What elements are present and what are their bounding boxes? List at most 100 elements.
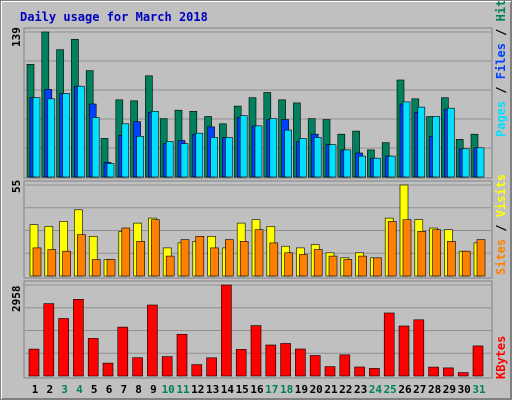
bar-pages-day-1	[32, 97, 41, 178]
legend-sep-2: /	[494, 21, 508, 43]
bar-sites-day-24	[373, 257, 382, 277]
bar-kbytes-day-19	[295, 348, 306, 377]
x-tick-label-13: 13	[206, 383, 219, 396]
bar-sites-day-31	[476, 239, 486, 277]
bar-kbytes-day-2	[43, 303, 55, 377]
bar-kbytes-day-14	[221, 284, 232, 377]
bar-pages-day-5	[91, 117, 100, 178]
panel-3-ymax-label: 2958	[10, 286, 23, 313]
legend-hits: Hits	[494, 1, 508, 21]
bar-sites-day-11	[180, 239, 190, 277]
bar-pages-day-24	[373, 157, 381, 178]
legend-files: Files	[494, 43, 508, 79]
x-tick-label-5: 5	[91, 383, 98, 396]
bar-pages-day-20	[313, 137, 322, 178]
bar-pages-day-27	[417, 106, 426, 178]
bar-kbytes-day-17	[265, 344, 277, 377]
bar-sites-day-29	[447, 241, 456, 277]
bar-sites-day-9	[151, 219, 160, 277]
x-tick-label-4: 4	[76, 383, 83, 396]
bar-kbytes-day-6	[102, 362, 114, 377]
bar-kbytes-day-18	[280, 343, 291, 377]
legend-visits: Visits	[494, 174, 508, 217]
bar-sites-day-25	[387, 221, 397, 277]
bar-sites-day-16	[254, 229, 264, 277]
bar-pages-day-17	[269, 118, 278, 178]
bar-kbytes-day-25	[383, 312, 395, 377]
bar-sites-day-10	[165, 255, 175, 277]
bar-kbytes-day-4	[73, 298, 84, 377]
x-tick-label-29: 29	[443, 383, 456, 396]
bar-kbytes-day-5	[87, 338, 99, 377]
bar-kbytes-day-12	[191, 364, 203, 377]
legend-sep-1: /	[494, 79, 508, 101]
bar-kbytes-day-15	[235, 349, 247, 377]
x-tick-label-19: 19	[295, 383, 308, 396]
panel-2-ymax-label: 55	[10, 180, 23, 193]
bar-sites-day-5	[91, 259, 101, 277]
bar-pages-day-6	[106, 163, 115, 178]
x-tick-label-28: 28	[428, 383, 441, 396]
bar-pages-day-8	[136, 136, 144, 178]
bar-pages-day-7	[121, 123, 130, 178]
x-tick-label-15: 15	[236, 383, 249, 396]
bar-sites-day-2	[47, 249, 57, 277]
bar-pages-day-29	[447, 107, 455, 178]
bar-pages-day-14	[225, 137, 233, 178]
bar-sites-day-28	[432, 229, 441, 277]
x-tick-label-6: 6	[106, 383, 113, 396]
bar-sites-day-1	[32, 247, 42, 277]
x-tick-label-11: 11	[176, 383, 190, 396]
bar-pages-day-4	[77, 85, 85, 178]
x-tick-label-14: 14	[221, 383, 235, 396]
bar-kbytes-day-11	[176, 333, 188, 377]
bar-kbytes-day-20	[309, 355, 321, 377]
x-tick-label-12: 12	[191, 383, 204, 396]
bar-pages-day-25	[387, 155, 396, 178]
bar-kbytes-day-31	[472, 345, 484, 377]
bar-sites-day-21	[328, 255, 338, 277]
bar-pages-day-9	[151, 111, 159, 178]
panel-1-ymax-label: 139	[10, 27, 23, 47]
bar-sites-day-14	[225, 239, 234, 277]
x-tick-label-31: 31	[472, 383, 486, 396]
x-tick-label-24: 24	[369, 383, 383, 396]
bar-kbytes-day-13	[206, 357, 217, 377]
x-tick-label-25: 25	[384, 383, 397, 396]
bar-pages-day-18	[284, 129, 292, 178]
bar-pages-day-30	[461, 148, 470, 178]
bar-kbytes-day-9	[147, 304, 158, 377]
bar-kbytes-day-16	[250, 325, 262, 377]
bar-kbytes-day-23	[354, 366, 365, 377]
bar-kbytes-day-10	[161, 356, 173, 377]
bar-sites-day-6	[106, 259, 116, 277]
bar-sites-day-17	[269, 242, 279, 277]
x-tick-label-17: 17	[265, 383, 278, 396]
x-tick-label-21: 21	[324, 383, 338, 396]
bar-kbytes-day-26	[398, 325, 410, 377]
legend-text-line-2: Sites / Visits	[494, 174, 508, 275]
bar-sites-day-12	[195, 236, 205, 277]
bar-sites-day-26	[402, 219, 412, 277]
bar-pages-day-2	[47, 98, 56, 178]
x-tick-label-16: 16	[250, 383, 264, 396]
bar-sites-day-8	[136, 241, 145, 277]
x-tick-label-8: 8	[135, 383, 142, 396]
bar-pages-day-21	[328, 144, 337, 178]
x-tick-label-26: 26	[398, 383, 412, 396]
bar-sites-day-22	[343, 259, 353, 277]
legend-pages: Pages	[494, 101, 508, 137]
bar-sites-day-3	[62, 250, 71, 277]
legend-sep-3: /	[494, 217, 508, 239]
bar-pages-day-22	[343, 149, 352, 178]
bar-pages-day-12	[195, 132, 204, 178]
bar-kbytes-day-7	[117, 326, 129, 377]
bar-kbytes-day-30	[457, 372, 469, 377]
bar-sites-day-4	[77, 234, 86, 277]
x-tick-label-9: 9	[150, 383, 157, 396]
bar-pages-day-28	[432, 116, 440, 178]
bar-kbytes-day-24	[369, 368, 380, 377]
bar-pages-day-3	[62, 93, 70, 178]
